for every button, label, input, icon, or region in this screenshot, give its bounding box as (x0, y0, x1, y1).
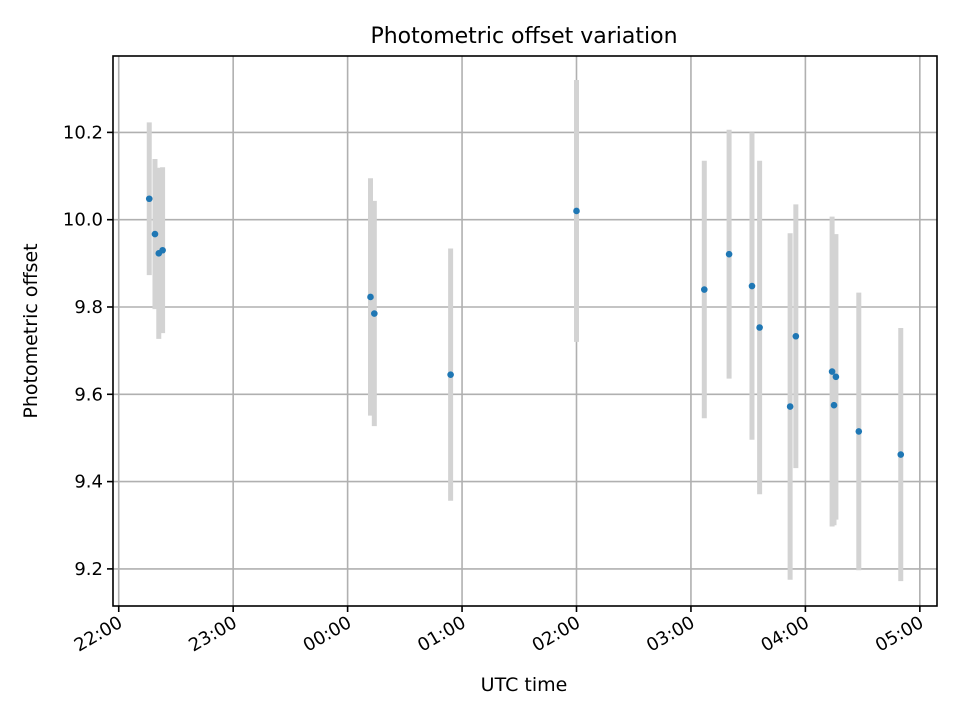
x-tick-label: 03:00 (643, 612, 698, 656)
y-tick-label: 9.8 (74, 297, 103, 318)
y-axis-ticks: 9.2 9.4 9.6 9.8 10.0 10.2 (63, 122, 113, 580)
x-tick-label: 00:00 (300, 612, 355, 656)
data-point (367, 293, 374, 301)
grid (113, 56, 937, 606)
data-point (371, 310, 378, 317)
data-point (830, 401, 838, 409)
y-axis-label: Photometric offset (20, 243, 42, 418)
data-point (786, 403, 794, 410)
error-bars (146, 80, 904, 582)
plot-area-frame (112, 55, 938, 607)
data-point (756, 324, 763, 331)
data-points (145, 195, 905, 458)
data-point (145, 195, 153, 203)
data-point (855, 428, 863, 435)
x-axis-label: UTC time (481, 674, 568, 696)
x-tick-label: 01:00 (414, 612, 469, 656)
y-tick-label: 9.2 (74, 559, 103, 580)
y-tick-label: 9.4 (74, 472, 103, 493)
data-point (748, 282, 756, 290)
data-point (897, 451, 905, 458)
data-point (151, 230, 159, 238)
data-point (700, 286, 708, 293)
y-tick-label: 10.2 (63, 122, 103, 143)
y-tick-label: 10.0 (63, 210, 103, 231)
x-tick-label: 22:00 (71, 612, 126, 656)
x-tick-label: 04:00 (757, 612, 812, 656)
y-tick-label: 9.6 (74, 384, 103, 405)
data-point (159, 246, 166, 254)
x-axis-ticks: 22:00 23:00 00:00 01:00 02:00 03:00 04:00 05:00 (71, 606, 927, 656)
x-tick-label: 23:00 (185, 612, 240, 656)
chart-title: Photometric offset variation (370, 24, 677, 49)
x-tick-label: 02:00 (529, 612, 584, 656)
data-point (447, 371, 454, 378)
data-point (832, 373, 840, 381)
data-point (828, 368, 836, 375)
data-point (573, 207, 580, 215)
data-point (792, 332, 800, 340)
data-point (725, 250, 733, 258)
x-tick-label: 05:00 (872, 612, 927, 656)
